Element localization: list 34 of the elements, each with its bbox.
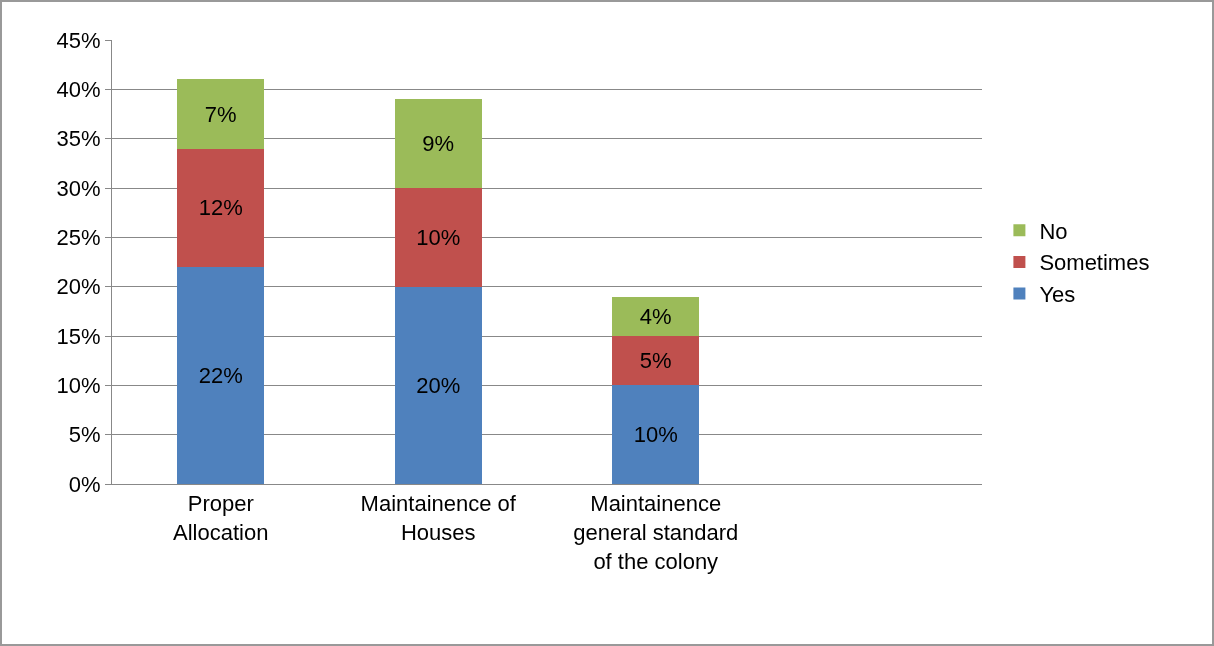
data-label: 10%: [416, 224, 461, 250]
data-label: 5%: [639, 348, 672, 374]
y-tick-label: 35%: [56, 126, 101, 152]
legend-label: Yes: [1039, 282, 1076, 308]
data-label: 20%: [416, 372, 461, 398]
bar: [612, 296, 700, 336]
bar: [394, 188, 482, 287]
data-label: 22%: [198, 362, 243, 388]
y-tick-label: 30%: [56, 175, 101, 201]
data-label: 7%: [204, 101, 237, 127]
data-label: 4%: [639, 303, 672, 329]
y-tick-label: 20%: [56, 274, 101, 300]
y-tick-label: 15%: [56, 323, 101, 349]
y-tick-label: 45%: [56, 27, 101, 53]
y-tick-label: 0%: [68, 471, 101, 497]
bar: [177, 266, 265, 484]
y-tick-label: 40%: [56, 77, 101, 103]
bar: [177, 148, 265, 267]
bar: [394, 99, 482, 188]
x-tick-label: Maintainence of Houses: [360, 491, 517, 545]
x-tick-label: Maintainence general standard of the colony: [573, 491, 739, 574]
data-label: 9%: [422, 131, 455, 157]
bar: [177, 79, 265, 149]
bar: [612, 385, 700, 484]
bar: [612, 336, 700, 386]
x-tick-label: Proper Allocation: [173, 491, 269, 545]
bar: [394, 286, 482, 484]
legend-label: No: [1039, 218, 1068, 244]
data-label: 10%: [633, 422, 678, 448]
y-tick-label: 25%: [56, 225, 101, 251]
y-tick-label: 10%: [56, 373, 101, 399]
y-tick-label: 5%: [68, 422, 101, 448]
data-label: 12%: [198, 195, 243, 221]
legend-label: Sometimes: [1039, 250, 1150, 276]
